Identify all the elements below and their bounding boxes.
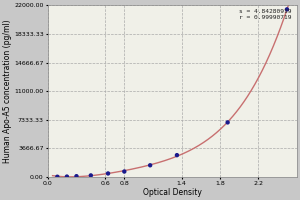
- Point: [285, 8, 290, 11]
- Point: [175, 154, 179, 157]
- Point: [88, 174, 93, 177]
- Point: [148, 164, 152, 167]
- Point: [106, 172, 110, 175]
- Point: [64, 175, 69, 178]
- X-axis label: Optical Density: Optical Density: [143, 188, 202, 197]
- Point: [55, 175, 60, 178]
- Point: [225, 121, 230, 124]
- Point: [74, 175, 79, 178]
- Y-axis label: Human Apo-A5 concentration (pg/ml): Human Apo-A5 concentration (pg/ml): [4, 19, 13, 163]
- Text: s = 4.84280919
r = 0.99990719: s = 4.84280919 r = 0.99990719: [239, 9, 292, 20]
- Point: [122, 170, 127, 173]
